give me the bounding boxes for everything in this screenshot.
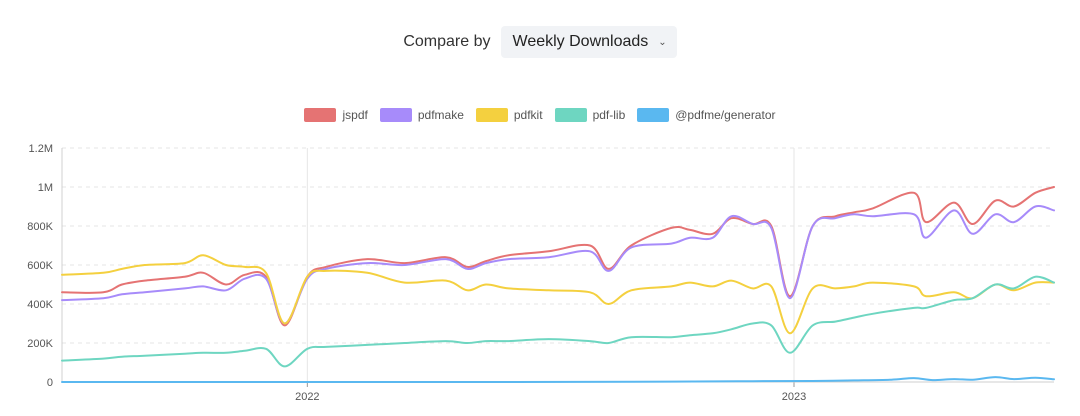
legend-swatch [475, 108, 508, 122]
chevron-down-icon: ⌄ [658, 36, 667, 48]
legend-item-pdf-lib[interactable]: pdf-lib [554, 108, 626, 122]
legend-swatch [637, 108, 670, 122]
legend-label: @pdfme/generator [675, 108, 776, 122]
y-tick-label: 1.2M [29, 143, 53, 155]
legend-label: pdfmake [417, 108, 464, 122]
y-tick-label: 200K [27, 338, 53, 350]
compare-label: Compare by [403, 33, 491, 50]
x-tick-label: 2023 [782, 391, 806, 403]
downloads-line-chart: 0 200K 400K 600K 800K 1M 1.2M 2022 2023 [27, 143, 1055, 403]
legend-item-jspdf[interactable]: jspdf [304, 108, 368, 122]
legend-item-pdfkit[interactable]: pdfkit [475, 108, 543, 122]
y-tick-label: 800K [27, 221, 53, 233]
legend-item-pdfmake[interactable]: pdfmake [379, 108, 464, 122]
y-tick-label: 600K [27, 260, 53, 272]
legend-label: pdf-lib [592, 108, 626, 122]
series-line-pdfmake [61, 205, 1055, 325]
y-tick-label: 400K [27, 299, 53, 311]
series-line-pdfme-generator [61, 376, 1055, 384]
legend-label: jspdf [342, 108, 368, 122]
compare-row: Compare by Weekly Downloads ⌄ [0, 26, 1080, 58]
series-line-pdf-lib [61, 275, 1055, 368]
y-tick-label: 1M [38, 182, 53, 194]
x-tick-label: 2022 [295, 391, 319, 403]
series-line-pdfkit [61, 254, 1055, 335]
compare-select-value: Weekly Downloads [512, 33, 649, 50]
legend-item-pdfme-generator[interactable]: @pdfme/generator [637, 108, 776, 122]
series-line-jspdf [61, 186, 1055, 327]
legend-label: pdfkit [513, 108, 543, 122]
chart-legend: jspdf pdfmake pdfkit pdf-lib @pdfme/generato… [0, 108, 1080, 122]
legend-swatch [554, 108, 587, 122]
legend-swatch [304, 108, 337, 122]
legend-swatch [379, 108, 412, 122]
y-tick-label: 0 [47, 377, 53, 389]
compare-by-select[interactable]: Weekly Downloads ⌄ [500, 26, 677, 58]
